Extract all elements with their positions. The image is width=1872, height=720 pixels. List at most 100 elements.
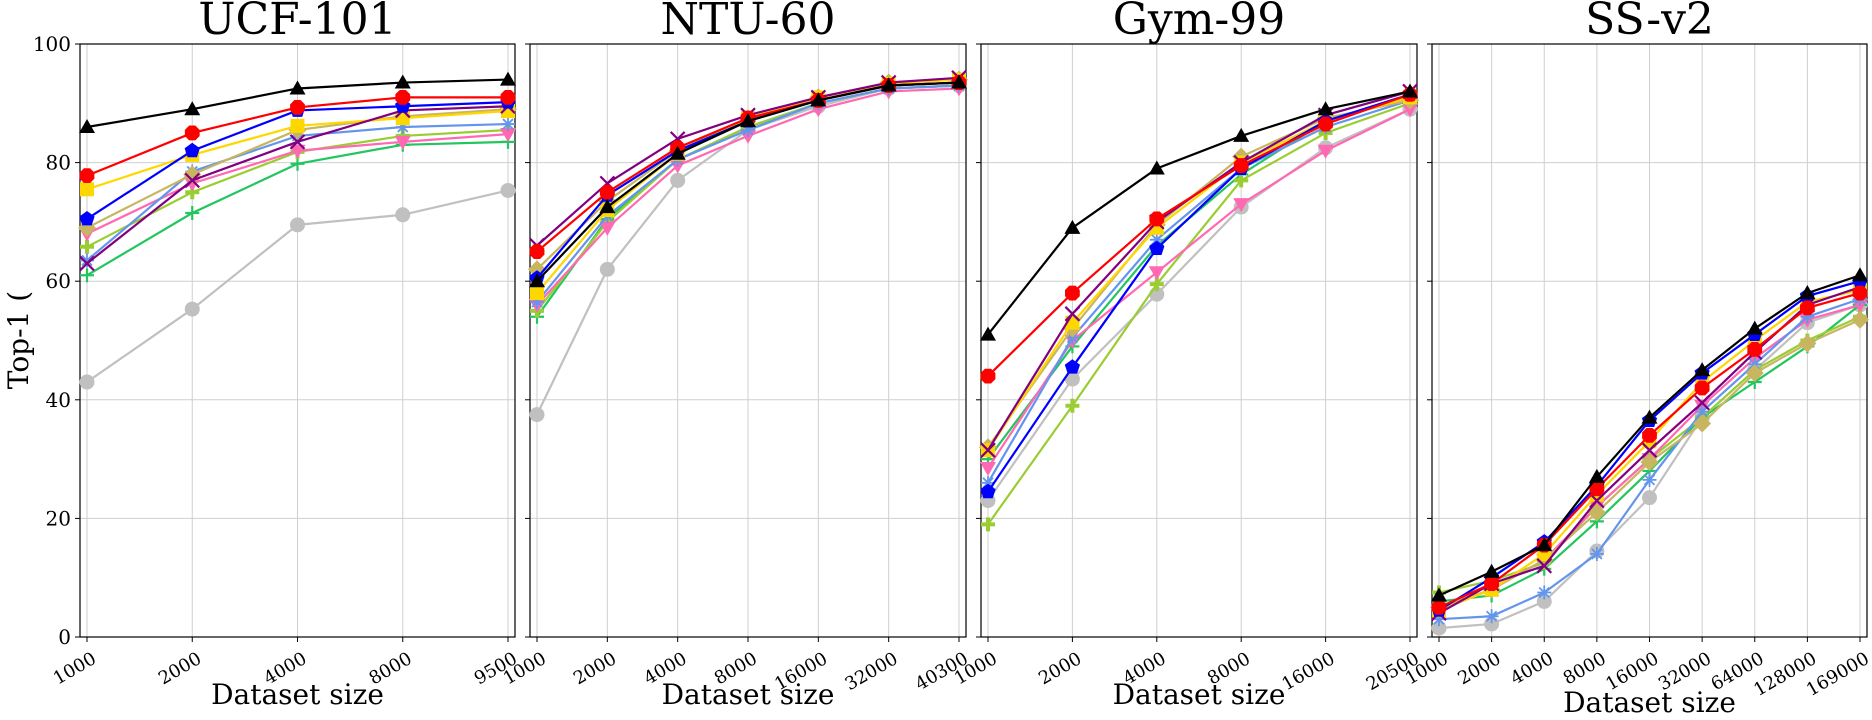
data-point: [1065, 398, 1080, 413]
series-11: [529, 74, 967, 288]
data-point: [1402, 103, 1418, 118]
panel-title: Gym-99: [1113, 0, 1286, 45]
data-point: [1233, 127, 1250, 142]
data-point: [980, 483, 996, 499]
data-point: [1431, 620, 1447, 636]
panel-4: 1000 2000 4000 8000160003200064000128000169…: [1402, 0, 1872, 719]
data-point: [395, 207, 411, 223]
data-point: [1695, 404, 1710, 419]
series-10: [79, 89, 516, 184]
grid: [981, 43, 1417, 638]
data-point: [289, 134, 306, 150]
data-point: [1694, 380, 1710, 396]
series-1: [79, 182, 516, 390]
data-point: [394, 135, 411, 150]
data-point: [500, 71, 516, 86]
data-point: [184, 125, 200, 141]
data-point: [951, 74, 967, 89]
data-point: [1640, 453, 1659, 472]
y-tick-label: 20: [46, 506, 71, 530]
x-tick-label: 32000: [841, 648, 901, 695]
data-point: [1064, 219, 1081, 234]
x-axis-label: Dataset size: [211, 678, 384, 711]
data-point: [981, 517, 995, 532]
data-point: [79, 168, 95, 184]
data-point: [1148, 266, 1165, 281]
data-point: [1431, 599, 1447, 615]
x-tick-label: 2000: [155, 648, 205, 689]
series-4: [980, 103, 1418, 476]
data-point: [1536, 558, 1553, 574]
data-point: [290, 118, 305, 133]
data-point: [1642, 472, 1657, 487]
data-point: [1589, 546, 1604, 561]
data-point: [1589, 481, 1605, 497]
data-point: [980, 442, 996, 458]
data-point: [1064, 306, 1081, 322]
data-point: [289, 80, 306, 95]
data-point: [1800, 309, 1815, 324]
data-point: [500, 182, 516, 198]
data-point: [501, 117, 515, 132]
series-line: [987, 93, 1411, 493]
x-tick-label: 2000: [1035, 648, 1085, 689]
series-line: [987, 99, 1411, 448]
data-point: [1746, 320, 1763, 335]
data-point: [1148, 160, 1165, 175]
data-point: [184, 172, 201, 189]
data-point: [1852, 285, 1868, 301]
data-point: [1537, 585, 1552, 600]
series-line: [987, 108, 1411, 502]
x-axis-label: Dataset size: [1113, 678, 1286, 711]
data-point: [1745, 364, 1764, 383]
data-point: [1536, 593, 1552, 609]
data-point: [1149, 240, 1165, 256]
data-point: [1484, 609, 1499, 624]
data-point: [184, 177, 201, 192]
data-point: [80, 253, 94, 268]
data-point: [79, 374, 95, 390]
data-point: [529, 407, 545, 423]
data-point: [1317, 144, 1334, 159]
data-point: [599, 199, 616, 214]
series-10: [1431, 285, 1868, 615]
data-point: [80, 182, 94, 197]
data-point: [980, 326, 996, 341]
data-point: [599, 221, 616, 236]
data-point: [529, 273, 545, 288]
data-point: [185, 206, 200, 221]
data-point: [1694, 362, 1711, 377]
data-point: [290, 100, 305, 115]
series-line: [987, 90, 1411, 336]
y-tick-label: 100: [33, 32, 71, 56]
data-point: [1233, 158, 1249, 173]
data-point: [395, 120, 410, 135]
data-point: [1536, 537, 1553, 552]
data-point: [500, 128, 516, 143]
data-point: [980, 368, 996, 384]
data-point: [1149, 211, 1165, 227]
x-tick-label: 1000: [50, 648, 100, 689]
data-point: [599, 184, 615, 200]
data-point: [529, 244, 545, 259]
series-11: [79, 71, 516, 134]
data-point: [79, 255, 95, 272]
data-point: [1317, 101, 1334, 116]
data-point: [1432, 612, 1446, 627]
series-6: [979, 91, 1419, 457]
data-point: [1799, 285, 1816, 300]
data-point: [80, 268, 94, 283]
data-point: [981, 475, 995, 490]
data-point: [1641, 409, 1658, 424]
data-point: [1233, 198, 1250, 213]
data-point: [1589, 492, 1605, 509]
y-axis-label: Top-1 (: [2, 291, 35, 389]
data-point: [1852, 267, 1868, 282]
x-tick-label: 4000: [1507, 648, 1557, 689]
data-point: [395, 89, 411, 105]
panel-title: SS-v2: [1585, 0, 1714, 45]
data-point: [1747, 342, 1763, 357]
panel-2: 1000 2000 4000 8000 16000 32000 40300NTU-60Dat…: [500, 0, 972, 711]
data-point: [184, 301, 200, 317]
